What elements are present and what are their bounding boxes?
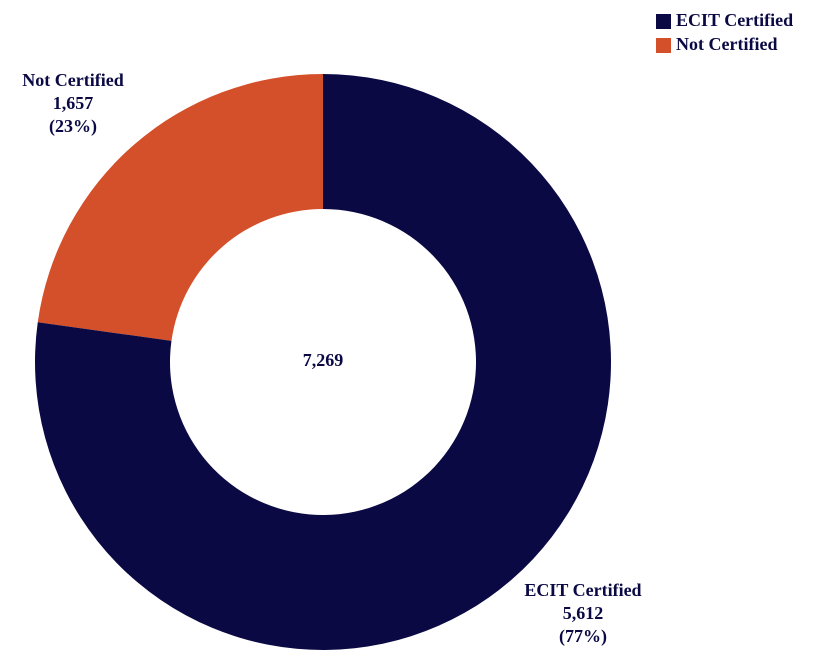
wedge — [34, 74, 611, 650]
slice-label: Not Certified — [22, 70, 123, 90]
legend-swatch — [656, 14, 671, 29]
wedge — [37, 74, 323, 341]
legend-swatch — [656, 38, 671, 53]
slice-label: ECIT Certified — [524, 580, 641, 600]
legend-label: ECIT Certified — [676, 10, 793, 30]
legend-label: Not Certified — [676, 34, 777, 54]
percent-label: (77%) — [559, 626, 607, 647]
percent-label: (23%) — [49, 116, 97, 137]
value-label: 5,612 — [563, 603, 604, 623]
center-label: 7,269 — [303, 350, 344, 370]
value-label: 1,657 — [53, 93, 94, 113]
